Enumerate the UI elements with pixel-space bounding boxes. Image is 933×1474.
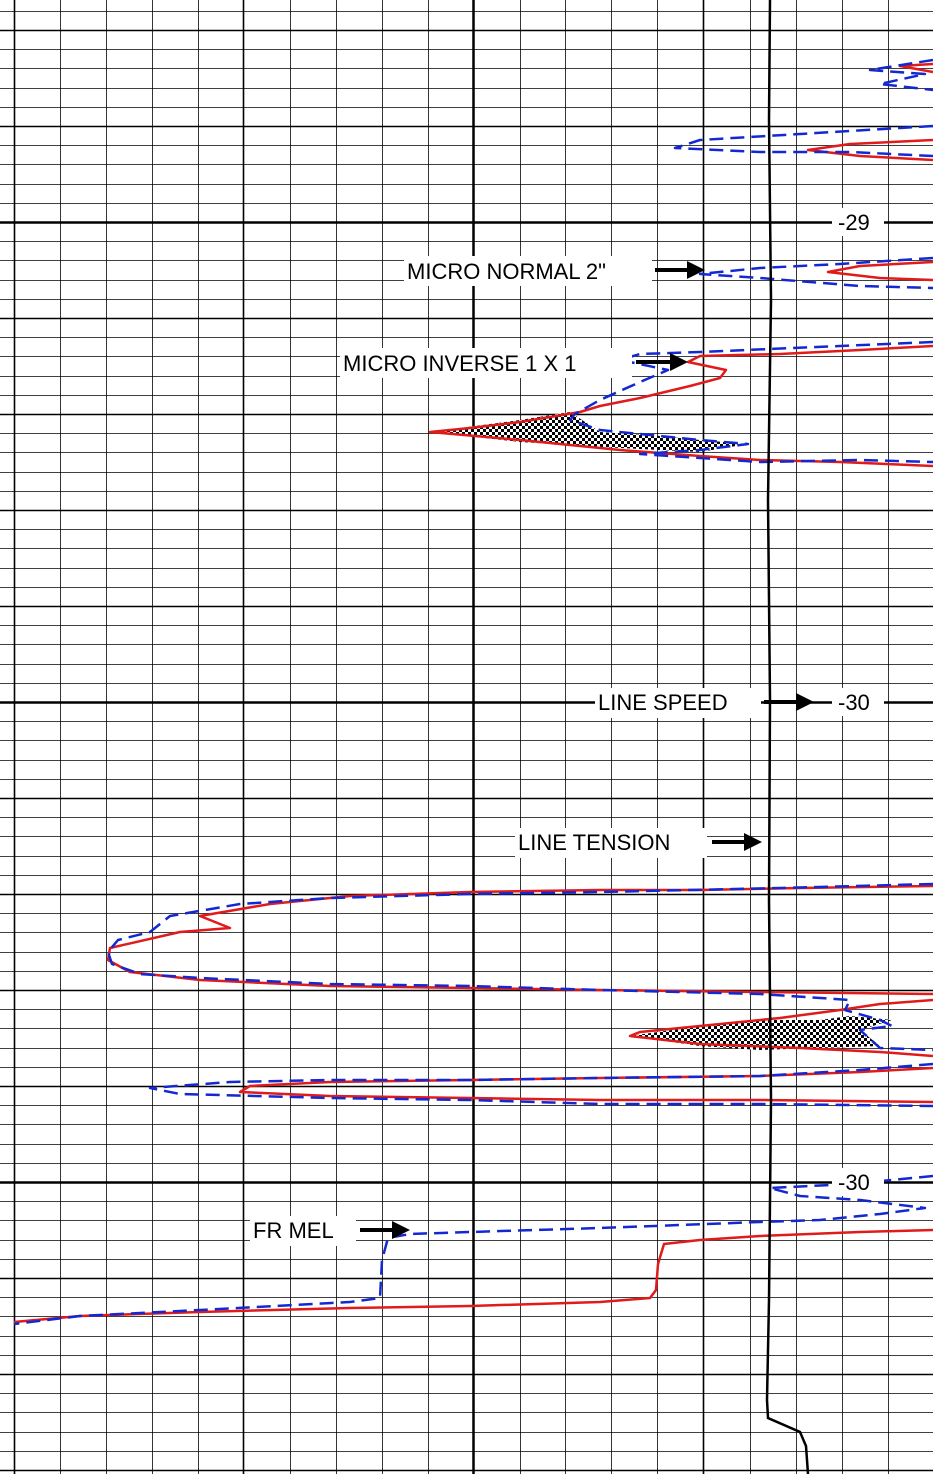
depth-30b-bg bbox=[832, 1168, 884, 1196]
fr-mel-label-bg bbox=[250, 1216, 356, 1246]
micro-inverse-curve bbox=[13, 58, 933, 1326]
line-speed-trace bbox=[765, 0, 810, 1474]
fr-mel-arrow bbox=[360, 1221, 410, 1239]
depth-29-bg bbox=[832, 208, 884, 236]
depth-30a-bg bbox=[832, 688, 884, 716]
micro-normal-arrow bbox=[655, 261, 705, 279]
fr-mel-label: FR MEL bbox=[253, 1218, 334, 1243]
line-tension-label: LINE TENSION bbox=[518, 830, 670, 855]
pointer-arrows bbox=[360, 261, 814, 1239]
crossover-shading-lower bbox=[630, 1016, 892, 1050]
micro-inverse-label-bg bbox=[340, 348, 632, 378]
depth-label-30-upper: -30 bbox=[838, 690, 870, 715]
line-speed-arrow bbox=[764, 693, 814, 711]
depth-label-29: -29 bbox=[838, 210, 870, 235]
micro-inverse-label: MICRO INVERSE 1 X 1 bbox=[343, 351, 577, 376]
line-tension-arrow bbox=[712, 833, 762, 851]
micro-normal-label-bg bbox=[404, 256, 652, 286]
micro-inverse-arrow bbox=[636, 353, 688, 371]
line-tension-label-bg bbox=[515, 828, 707, 858]
crossover-shading-upper bbox=[430, 412, 748, 452]
depth-label-30-lower: -30 bbox=[838, 1170, 870, 1195]
line-speed-label-bg bbox=[595, 688, 761, 718]
line-speed-label: LINE SPEED bbox=[598, 690, 728, 715]
micro-normal-label: MICRO NORMAL 2" bbox=[407, 259, 606, 284]
